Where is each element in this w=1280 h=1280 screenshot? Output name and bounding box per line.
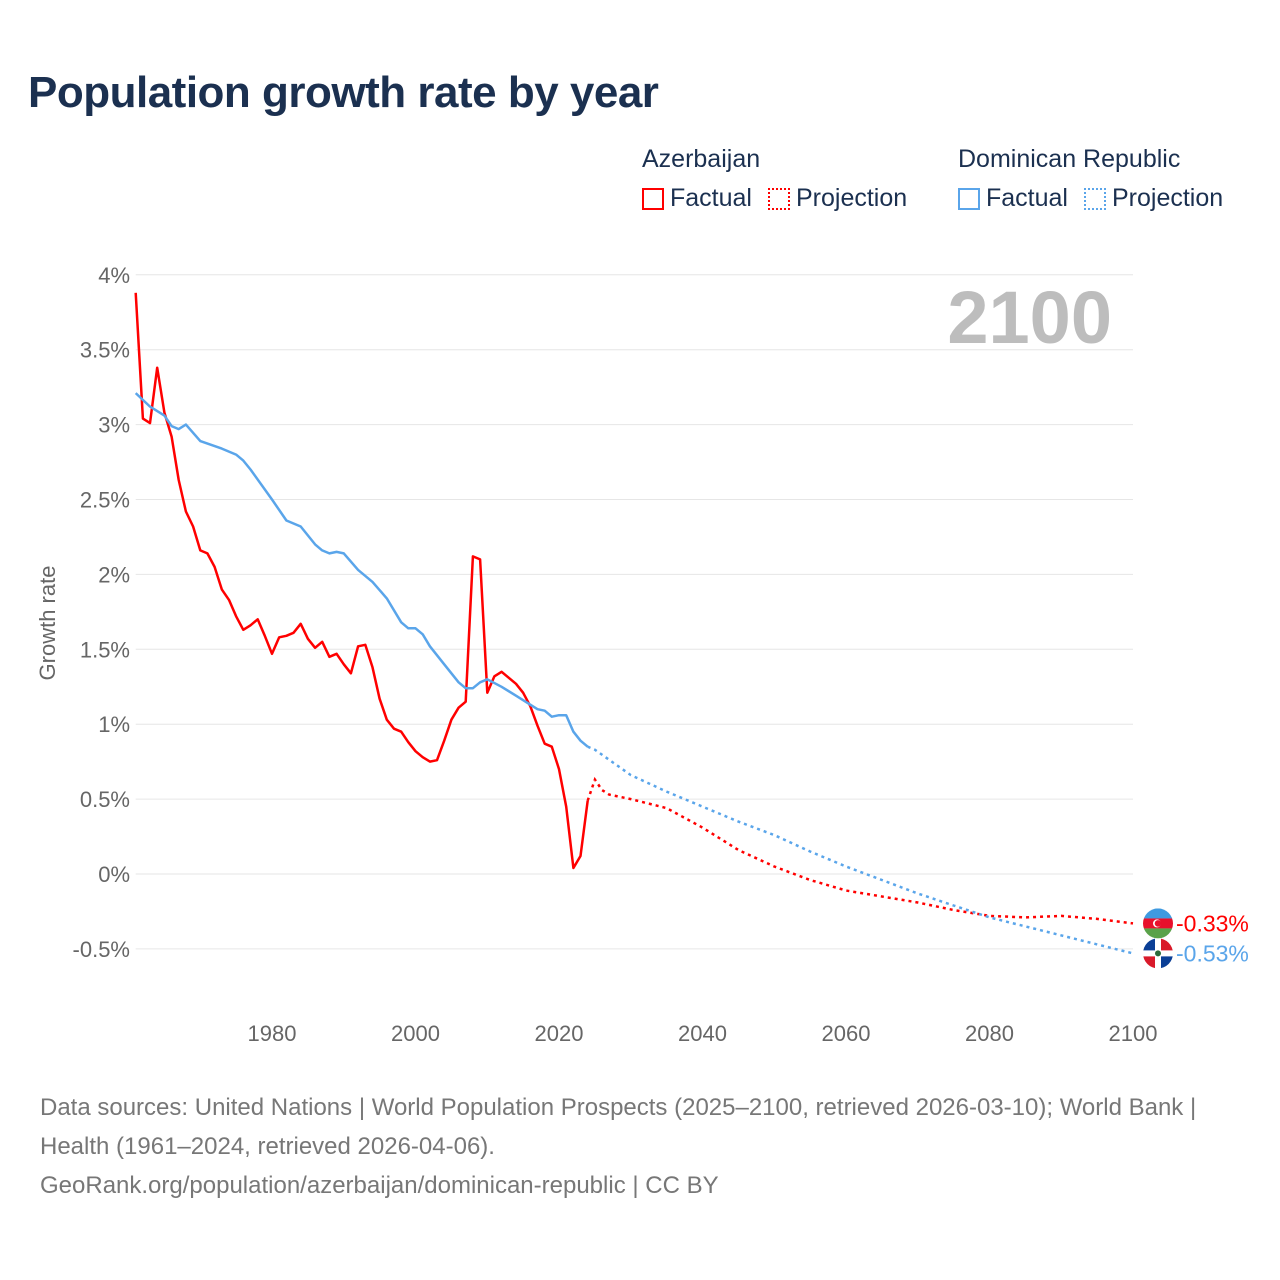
legend-dr-projection[interactable]: Projection	[1083, 184, 1224, 213]
x-tick-label: 1980	[248, 1021, 297, 1046]
y-tick-label: 3%	[98, 413, 130, 438]
y-tick-label: 1%	[98, 712, 130, 737]
legend-label: Projection	[795, 184, 908, 212]
legend-swatch-solid	[642, 187, 664, 210]
x-tick-label: 2100	[1109, 1021, 1158, 1046]
chart-title: Population growth rate by year	[28, 68, 659, 117]
legend-swatch-dotted	[767, 187, 790, 210]
series-azerbaijan-factual	[134, 292, 589, 870]
y-tick-label: 1.5%	[80, 637, 130, 662]
azerbaijan-flag-icon	[1143, 908, 1173, 939]
y-tick-label: -0.5%	[73, 937, 130, 962]
dominican-republic-flag-icon	[1143, 938, 1173, 969]
legend-azerbaijan: Azerbaijan Factual Projection	[642, 145, 907, 213]
x-tick-label: 2020	[535, 1021, 584, 1046]
year-indicator: 2100	[947, 276, 1112, 359]
y-tick-label: 0.5%	[80, 787, 130, 812]
y-tick-label: 2.5%	[80, 488, 130, 513]
legend-azerbaijan-factual[interactable]: Factual	[642, 184, 752, 213]
legend-azerbaijan-projection[interactable]: Projection	[767, 184, 908, 213]
legend-dominican-republic: Dominican Republic Factual Projection	[958, 145, 1223, 213]
series-dominican-republic-projection	[587, 745, 1134, 955]
azerbaijan-end-label: -0.33%	[1176, 910, 1249, 936]
dominican-republic-end-label: -0.53%	[1176, 940, 1249, 966]
legend-swatch-solid	[958, 187, 980, 210]
x-tick-label: 2060	[822, 1021, 871, 1046]
series-azerbaijan-projection	[586, 776, 1134, 925]
legend-country-label: Azerbaijan	[642, 145, 761, 173]
legend-dr-factual[interactable]: Factual	[958, 184, 1068, 213]
y-tick-label: 3.5%	[80, 338, 130, 363]
legend-label: Factual	[670, 184, 752, 212]
x-tick-label: 2040	[678, 1021, 727, 1046]
legend-swatch-dotted	[1083, 187, 1106, 210]
footer: Data sources: United Nations | World Pop…	[40, 1088, 1240, 1205]
y-axis-label: Growth rate	[35, 565, 60, 681]
legend-label: Factual	[986, 184, 1068, 212]
legend-label: Projection	[1111, 184, 1224, 212]
series-dominican-republic-factual	[134, 392, 589, 748]
x-tick-label: 2000	[391, 1021, 440, 1046]
x-tick-label: 2080	[965, 1021, 1014, 1046]
data-sources: Data sources: United Nations | World Pop…	[40, 1094, 1197, 1160]
source-url[interactable]: GeoRank.org/population/azerbaijan/domini…	[40, 1172, 719, 1199]
y-tick-label: 4%	[98, 263, 130, 288]
legend-country-label: Dominican Republic	[958, 145, 1181, 173]
y-tick-label: 2%	[98, 562, 130, 587]
y-tick-label: 0%	[98, 862, 130, 887]
